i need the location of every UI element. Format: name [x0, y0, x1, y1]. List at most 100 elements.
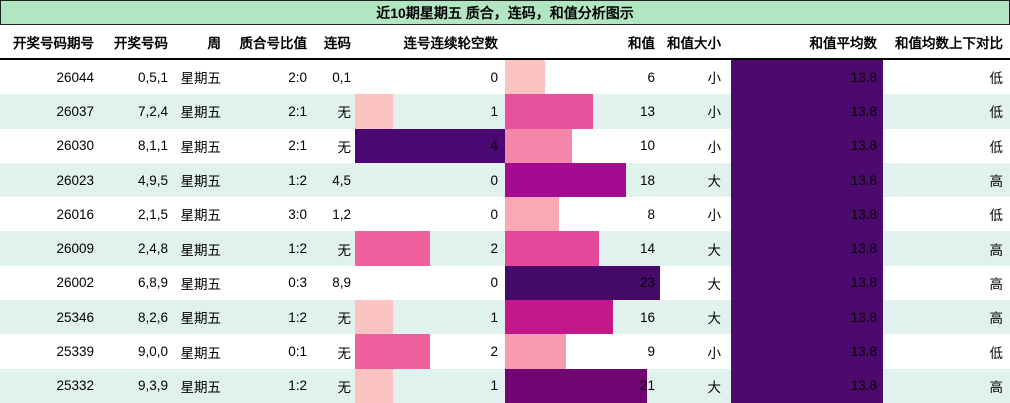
cell-skip-count: 1 [355, 300, 505, 335]
cell-sum-size: 小 [707, 139, 722, 155]
cell-lianma: 无 [337, 105, 352, 121]
cell-sum-average: 13.8 [731, 197, 883, 232]
sum-value: 23 [639, 275, 655, 291]
cell-week: 星期五 [180, 71, 222, 87]
average-value: 13.8 [850, 138, 877, 154]
average-value: 13.8 [850, 69, 877, 85]
cell-ratio: 2:1 [288, 103, 307, 119]
cell-compare: 低 [989, 71, 1004, 87]
sum-value: 10 [639, 138, 655, 154]
cell-lianma: 0,1 [332, 69, 351, 85]
cell-sum-average: 13.8 [731, 334, 883, 369]
average-value: 13.8 [850, 206, 877, 222]
cell-numbers: 2,4,8 [137, 241, 168, 257]
cell-sum-size: 大 [707, 174, 722, 190]
skip-data-bar [355, 368, 393, 403]
cell-period: 25332 [56, 378, 94, 394]
cell-sum: 18 [505, 162, 660, 198]
average-data-bar [731, 94, 883, 129]
sum-data-bar [505, 231, 600, 266]
skip-value: 1 [490, 103, 498, 119]
cell-numbers: 7,2,4 [137, 103, 168, 119]
cell-numbers: 8,2,6 [137, 309, 168, 325]
cell-period: 26009 [56, 241, 94, 257]
skip-value: 4 [490, 138, 498, 154]
cell-lianma: 无 [337, 139, 352, 155]
skip-value: 1 [490, 309, 498, 325]
cell-week: 星期五 [180, 174, 222, 190]
cell-skip-count: 4 [355, 128, 505, 163]
col-header-week: 周 [207, 35, 222, 51]
cell-lianma: 4,5 [332, 172, 351, 188]
sum-data-bar [505, 334, 566, 369]
cell-skip-count: 0 [355, 266, 505, 300]
cell-ratio: 0:1 [288, 344, 307, 360]
cell-compare: 高 [989, 379, 1004, 395]
cell-numbers: 6,8,9 [137, 275, 168, 291]
cell-period: 25339 [56, 344, 94, 360]
cell-compare: 高 [989, 276, 1004, 292]
cell-lianma: 1,2 [332, 206, 351, 222]
cell-period: 25346 [56, 309, 94, 325]
cell-ratio: 2:1 [288, 138, 307, 154]
col-header-period: 开奖号码期号 [13, 35, 94, 51]
cell-sum: 13 [505, 94, 660, 129]
cell-sum-average: 13.8 [731, 265, 883, 301]
table-row: 25346 8,2,6 星期五 1:2 无 1 16 大 13.8 高 [0, 300, 1010, 335]
sum-value: 13 [639, 103, 655, 119]
average-value: 13.8 [850, 103, 877, 119]
table-row: 26037 7,2,4 星期五 2:1 无 1 13 小 13.8 低 [0, 94, 1010, 129]
cell-ratio: 1:2 [288, 172, 307, 188]
table-row: 25339 9,0,0 星期五 0:1 无 2 9 小 13.8 低 [0, 334, 1010, 369]
page-title: 近10期星期五 质合，连码，和值分析图示 [0, 0, 1010, 25]
sum-data-bar [505, 94, 593, 129]
col-header-numbers: 开奖号码 [114, 35, 168, 51]
cell-period: 26002 [56, 275, 94, 291]
cell-numbers: 9,0,0 [137, 344, 168, 360]
cell-lianma: 无 [337, 379, 352, 395]
average-value: 13.8 [850, 378, 877, 394]
cell-ratio: 2:0 [288, 69, 307, 85]
average-value: 13.8 [850, 344, 877, 360]
cell-sum: 8 [505, 197, 660, 232]
skip-value: 0 [490, 172, 498, 188]
sum-data-bar [505, 265, 660, 301]
cell-week: 星期五 [180, 276, 222, 292]
skip-data-bar [355, 300, 393, 335]
cell-skip-count: 1 [355, 368, 505, 403]
cell-skip-count: 2 [355, 231, 505, 266]
col-header-skip-count: 连号连续轮空数 [403, 35, 499, 51]
cell-compare: 低 [989, 105, 1004, 121]
cell-week: 星期五 [180, 105, 222, 121]
table-row: 26030 8,1,1 星期五 2:1 无 4 10 小 13.8 低 [0, 128, 1010, 163]
cell-numbers: 9,3,9 [137, 378, 168, 394]
cell-skip-count: 0 [355, 163, 505, 197]
average-value: 13.8 [850, 172, 877, 188]
average-value: 13.8 [850, 241, 877, 257]
cell-sum-size: 大 [707, 242, 722, 258]
sum-data-bar [505, 162, 627, 198]
cell-sum-size: 大 [707, 311, 722, 327]
cell-ratio: 3:0 [288, 206, 307, 222]
sum-data-bar [505, 368, 647, 403]
cell-sum: 23 [505, 265, 660, 301]
cell-sum-size: 小 [707, 71, 722, 87]
sum-data-bar [505, 128, 573, 163]
cell-compare: 低 [989, 139, 1004, 155]
cell-lianma: 8,9 [332, 275, 351, 291]
cell-compare: 低 [989, 345, 1004, 361]
cell-compare: 高 [989, 242, 1004, 258]
skip-value: 0 [490, 275, 498, 291]
cell-numbers: 4,9,5 [137, 172, 168, 188]
table-body: 26044 0,5,1 星期五 2:0 0,1 0 6 小 13.8 低 260… [0, 60, 1010, 403]
cell-sum: 9 [505, 334, 660, 369]
average-data-bar [731, 128, 883, 163]
cell-sum-size: 大 [707, 276, 722, 292]
cell-compare: 高 [989, 311, 1004, 327]
col-header-sum-size: 和值大小 [667, 35, 721, 51]
sum-data-bar [505, 197, 559, 232]
col-header-ratio: 质合号比值 [239, 35, 308, 51]
table-row: 26016 2,1,5 星期五 3:0 1,2 0 8 小 13.8 低 [0, 197, 1010, 232]
skip-value: 0 [490, 206, 498, 222]
